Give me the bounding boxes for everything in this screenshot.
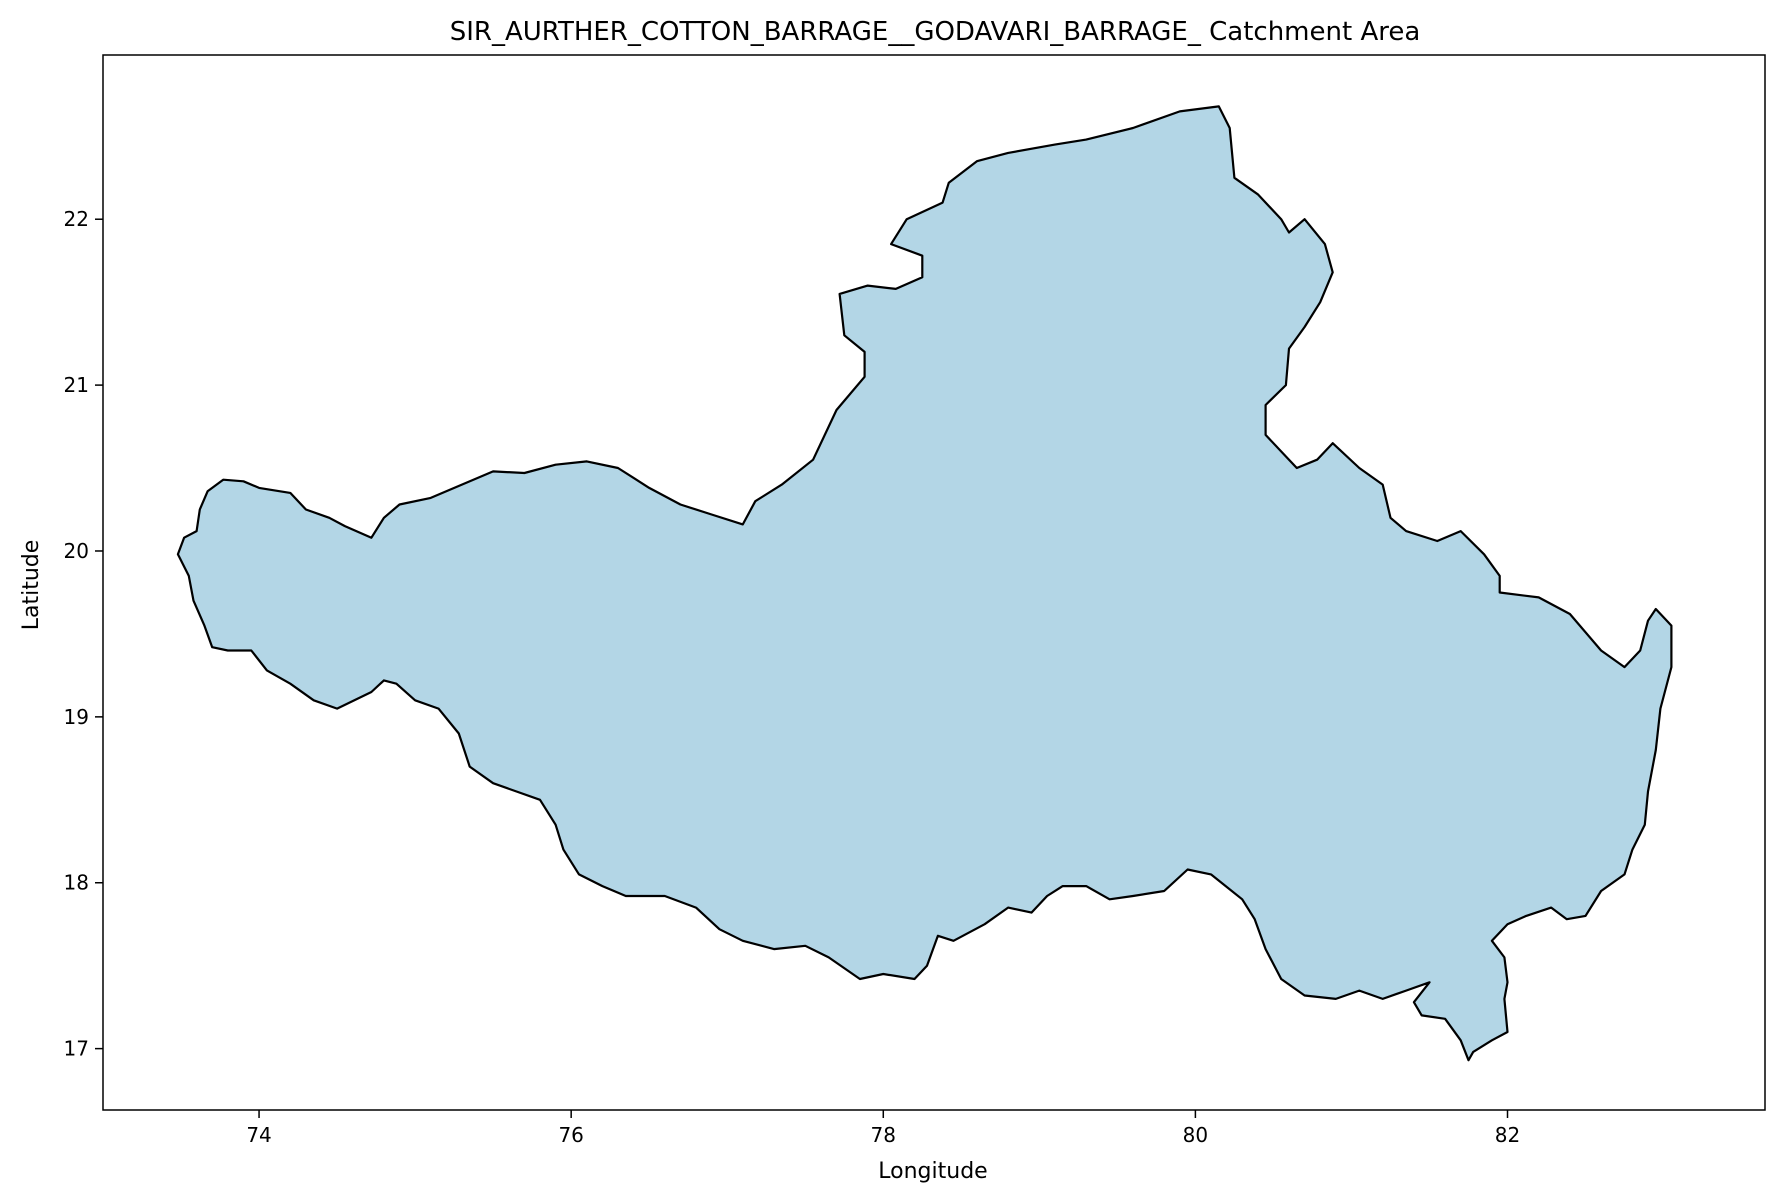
y-tick-label: 18 (64, 871, 89, 895)
x-tick-label: 78 (871, 1123, 896, 1147)
x-tick-label: 80 (1183, 1123, 1208, 1147)
x-axis: 74 76 78 80 82 (246, 1110, 1520, 1147)
catchment-boundary (176, 105, 1673, 1062)
y-tick-label: 21 (64, 373, 89, 397)
x-tick-label: 82 (1495, 1123, 1520, 1147)
x-tick-label: 74 (246, 1123, 271, 1147)
y-tick-label: 22 (64, 207, 89, 231)
y-axis: 17 18 19 20 21 22 (64, 207, 103, 1061)
plot-area (176, 105, 1673, 1062)
y-axis-label: Latitude (19, 540, 44, 631)
y-tick-label: 20 (64, 539, 89, 563)
x-tick-label: 76 (558, 1123, 583, 1147)
chart-title: SIR_AURTHER_COTTON_BARRAGE__GODAVARI_BAR… (450, 17, 1421, 47)
y-tick-label: 19 (64, 705, 89, 729)
axes-frame (102, 54, 1766, 1111)
x-axis-label: Longitude (878, 1159, 987, 1184)
y-tick-label: 17 (64, 1037, 89, 1061)
